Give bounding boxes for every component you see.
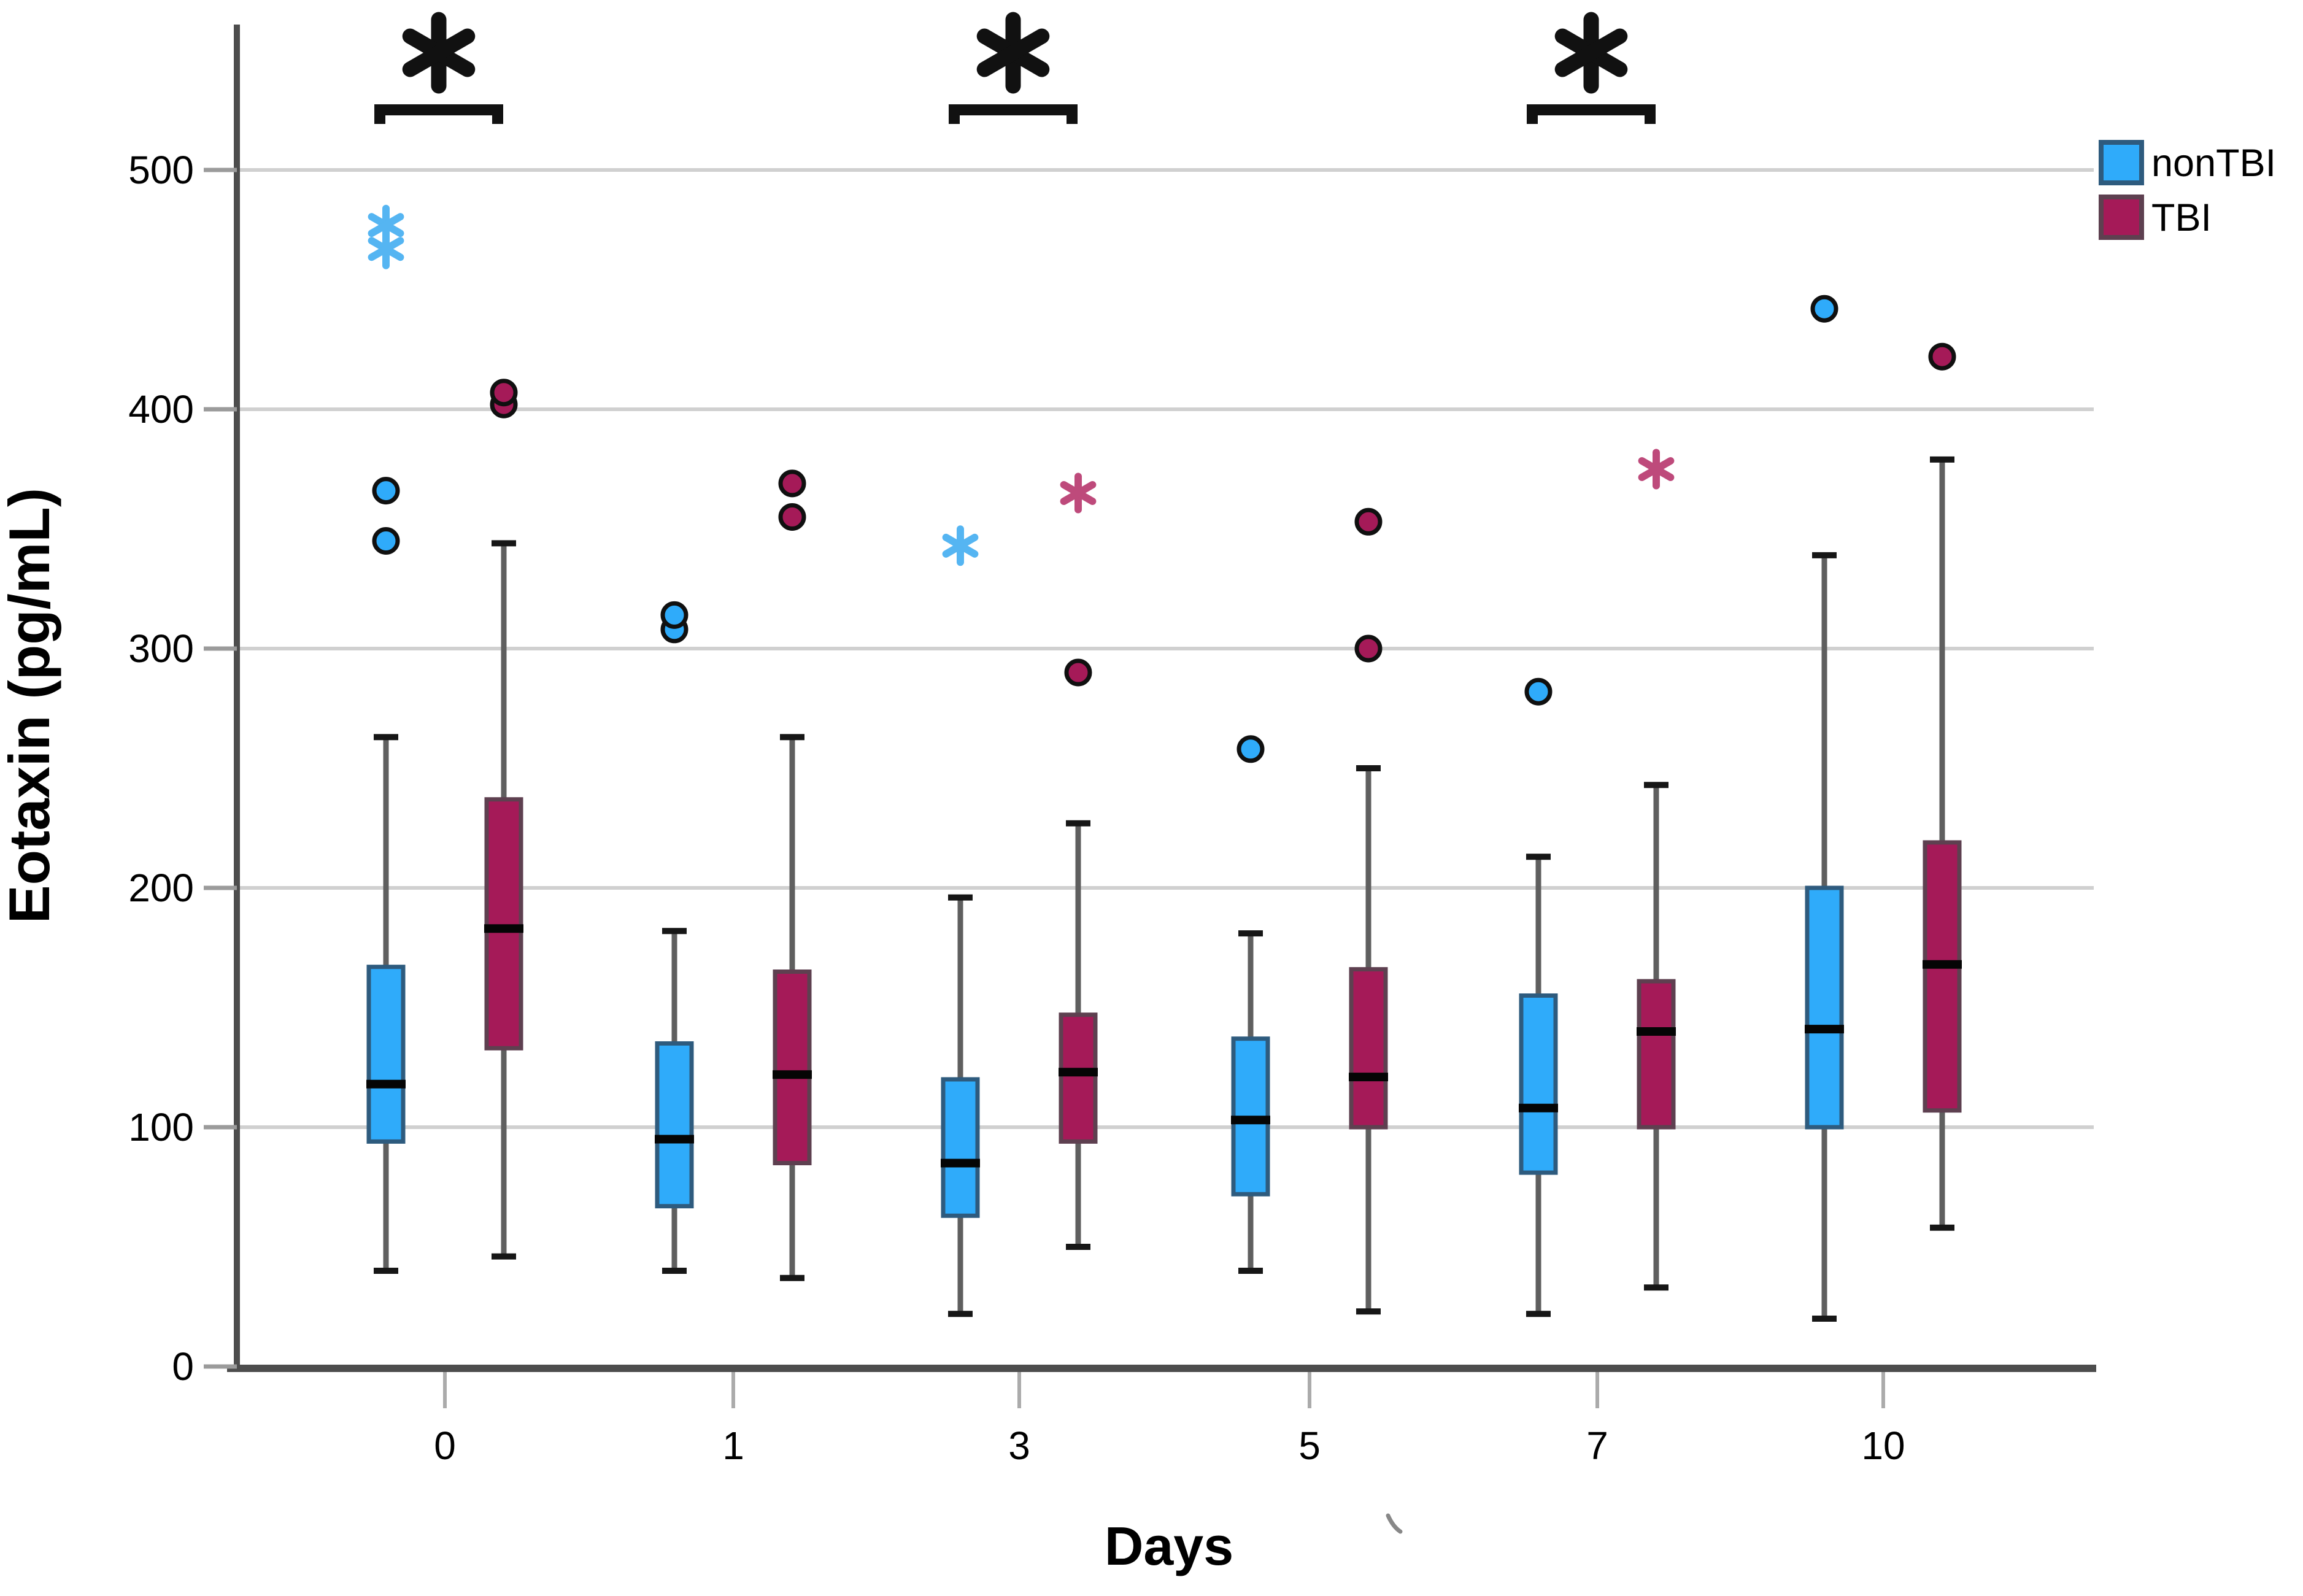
legend-swatch-nonTBI	[2099, 140, 2144, 185]
legend-item-nonTBI: nonTBI	[2099, 140, 2276, 185]
legend-label: nonTBI	[2151, 142, 2276, 185]
y-tick-label-300: 300	[128, 626, 194, 671]
box-rect	[1059, 1012, 1098, 1144]
box-rect	[1349, 967, 1388, 1130]
legend: nonTBI TBI	[2099, 140, 2276, 240]
box-rect	[1805, 885, 1844, 1130]
significance-asterisk-day0	[402, 12, 476, 94]
box-rect	[655, 1041, 694, 1209]
x-tick-label-1: 1	[722, 1424, 744, 1468]
series-TBI	[484, 342, 1962, 1315]
box-rect	[941, 1077, 980, 1218]
boxplot-nonTBI-day10	[1805, 295, 1844, 1322]
boxplot-TBI-day1	[773, 469, 812, 1281]
box-rect	[484, 797, 523, 1051]
outlier-circle	[778, 469, 806, 498]
extreme-asterisk	[1638, 449, 1675, 490]
outlier-circle	[372, 477, 400, 505]
outlier-circle	[1810, 295, 1838, 323]
y-tick-label-0: 0	[172, 1344, 194, 1389]
outlier-circle	[1354, 634, 1383, 663]
asterisk-stroke	[1554, 28, 1628, 77]
significance-bracket-day0	[374, 104, 503, 124]
box-rect	[1637, 979, 1676, 1130]
asterisk-stroke	[976, 28, 1050, 77]
y-tick-label-100: 100	[128, 1105, 194, 1149]
extreme-asterisk	[942, 525, 979, 566]
outlier-circle	[1928, 342, 1956, 371]
boxplot-TBI-day10	[1923, 342, 1962, 1231]
outlier-circle	[778, 503, 806, 531]
outlier-circle	[1524, 677, 1553, 706]
outlier-circle	[1236, 735, 1265, 763]
legend-item-TBI: TBI	[2099, 195, 2212, 240]
x-tick-label-3: 3	[1008, 1424, 1030, 1468]
y-tick-label-200: 200	[128, 866, 194, 910]
boxplot-nonTBI-day0	[366, 204, 406, 1274]
boxplot-nonTBI-day7	[1519, 677, 1558, 1317]
boxplot-TBI-day0	[484, 379, 523, 1260]
box-rect	[773, 970, 812, 1165]
asterisk-stroke	[402, 28, 476, 77]
legend-swatch-TBI	[2099, 195, 2144, 240]
boxplot-nonTBI-day3	[941, 525, 980, 1317]
x-axis-title: Days	[1105, 1516, 1233, 1576]
outlier-circle	[1354, 507, 1383, 536]
boxplot-nonTBI-day1	[655, 601, 694, 1274]
outlier-circle	[1064, 658, 1092, 687]
extreme-asterisk	[1060, 472, 1097, 514]
boxplot-nonTBI-day5	[1231, 735, 1270, 1274]
outlier-circle	[372, 527, 400, 555]
box-rect	[1519, 993, 1558, 1175]
asterisk-stroke	[942, 533, 979, 558]
significance-asterisk-day7	[1554, 12, 1628, 94]
boxplot-TBI-day5	[1349, 507, 1388, 1315]
box-rect	[366, 965, 406, 1144]
box-rect	[1923, 840, 1962, 1113]
x-tick-label-0: 0	[434, 1424, 456, 1468]
y-tick-label-400: 400	[128, 387, 194, 431]
outlier-circle	[490, 379, 518, 407]
boxplot-TBI-day7	[1637, 449, 1676, 1291]
asterisk-stroke	[1638, 457, 1675, 481]
asterisk-stroke	[1060, 481, 1097, 505]
extreme-asterisk	[368, 204, 404, 245]
legend-label: TBI	[2151, 196, 2212, 239]
significance-bracket-day7	[1527, 104, 1656, 124]
asterisk-stroke	[368, 213, 404, 237]
y-axis-title: Eotaxin (pg/mL)	[0, 488, 61, 923]
x-tick-label-10: 10	[1861, 1424, 1905, 1468]
series-nonTBI	[366, 204, 1844, 1322]
significance-bracket-day3	[949, 104, 1078, 124]
y-tick-label-500: 500	[128, 148, 194, 192]
stray-mark	[1386, 1513, 1403, 1534]
significance-asterisk-day3	[976, 12, 1050, 94]
x-tick-label-7: 7	[1586, 1424, 1608, 1468]
x-tick-label-5: 5	[1298, 1424, 1321, 1468]
outlier-circle	[660, 601, 689, 629]
asterisk-stroke	[368, 237, 404, 261]
boxplot-TBI-day3	[1059, 472, 1098, 1250]
